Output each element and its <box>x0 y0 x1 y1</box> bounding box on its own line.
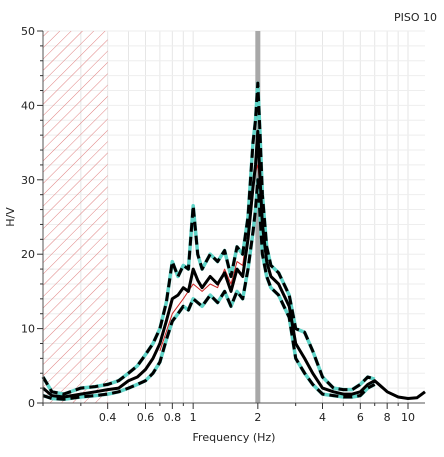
y-axis-title: H/V <box>4 207 17 227</box>
x-tick-label: 0.8 <box>164 411 182 424</box>
x-tick-label: 1 <box>190 411 197 424</box>
series-upper-line <box>41 81 376 396</box>
y-tick-label: 30 <box>21 174 35 187</box>
peak-frequency-marker <box>255 31 261 403</box>
y-tick-label: 10 <box>21 323 35 336</box>
x-tick-label: 10 <box>401 411 415 424</box>
x-tick-label: 2 <box>254 411 261 424</box>
x-axis-title: Frequency (Hz) <box>193 431 276 444</box>
series-mean-line <box>42 129 426 400</box>
y-tick-labels: 0 10 20 30 40 50 <box>21 25 35 410</box>
x-tick-label: 0.6 <box>137 411 155 424</box>
chart-title: PISO 10 <box>394 11 437 24</box>
series-lines <box>41 81 426 402</box>
y-tick-label: 40 <box>21 99 35 112</box>
y-tick-label: 0 <box>28 397 35 410</box>
x-tick-label: 0.4 <box>99 411 117 424</box>
x-tick-label: 6 <box>357 411 364 424</box>
series-lower-line <box>42 178 376 401</box>
y-tick-label: 50 <box>21 25 35 38</box>
x-tick-labels: 0.4 0.6 0.8 1 2 4 6 8 10 <box>99 411 415 424</box>
excluded-frequency-band <box>43 31 108 403</box>
x-tick-label: 4 <box>319 411 326 424</box>
axes <box>37 30 425 409</box>
x-tick-label: 8 <box>384 411 391 424</box>
y-tick-label: 20 <box>21 248 35 261</box>
